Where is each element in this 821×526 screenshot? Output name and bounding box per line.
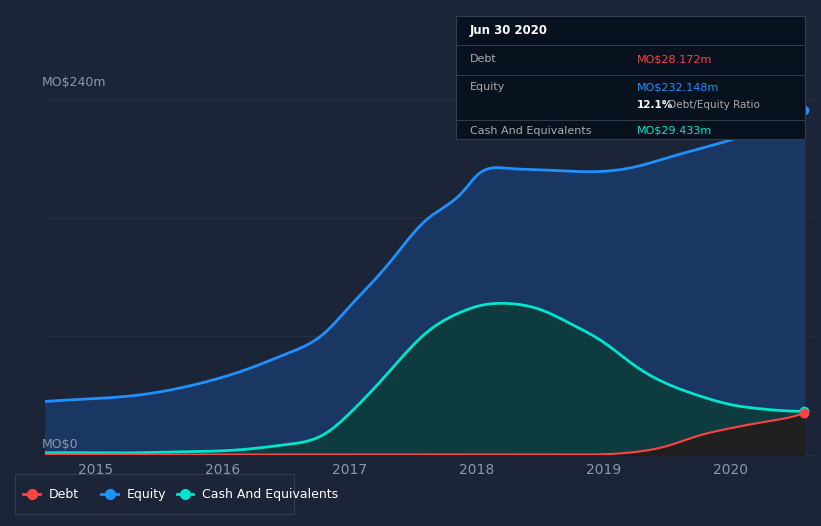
Text: MO$240m: MO$240m bbox=[41, 76, 106, 89]
Text: MO$0: MO$0 bbox=[41, 438, 78, 451]
Text: Jun 30 2020: Jun 30 2020 bbox=[470, 24, 548, 37]
Text: MO$29.433m: MO$29.433m bbox=[637, 126, 713, 136]
Text: Equity: Equity bbox=[126, 488, 166, 501]
Text: Cash And Equivalents: Cash And Equivalents bbox=[470, 126, 591, 136]
Text: MO$232.148m: MO$232.148m bbox=[637, 83, 719, 93]
Text: Debt/Equity Ratio: Debt/Equity Ratio bbox=[665, 100, 760, 110]
Text: Debt: Debt bbox=[470, 54, 497, 64]
Text: 12.1%: 12.1% bbox=[637, 100, 673, 110]
Text: Debt: Debt bbox=[48, 488, 78, 501]
Text: Equity: Equity bbox=[470, 83, 505, 93]
Text: Cash And Equivalents: Cash And Equivalents bbox=[202, 488, 338, 501]
Text: MO$28.172m: MO$28.172m bbox=[637, 54, 713, 64]
